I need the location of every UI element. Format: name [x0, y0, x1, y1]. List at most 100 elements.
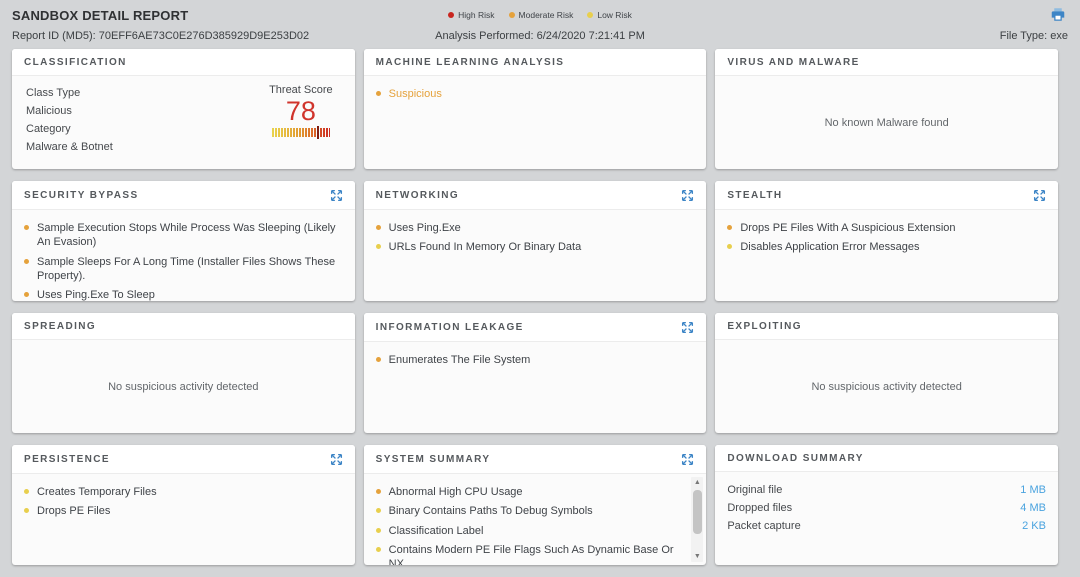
list-item: Sample Execution Stops While Process Was… [24, 221, 343, 250]
empty-message: No known Malware found [824, 116, 949, 129]
file-type: File Type: exe [999, 30, 1068, 42]
analysis-performed: Analysis Performed: 6/24/2020 7:21:41 PM [435, 30, 645, 42]
card-title: SPREADING [24, 321, 97, 332]
threat-score-value: 78 [285, 96, 316, 126]
empty-message: No suspicious activity detected [811, 380, 962, 393]
card-title: PERSISTENCE [24, 454, 110, 465]
card-classification: CLASSIFICATION Class Type Malicious Cate… [12, 49, 355, 169]
card-header: STEALTH [715, 181, 1058, 210]
risk-dot [375, 244, 381, 250]
card-body: Sample Execution Stops While Process Was… [12, 210, 355, 301]
risk-dot [375, 357, 381, 362]
list-item: Abnormal High CPU Usage [375, 485, 683, 499]
finding-text: Creates Temporary Files [37, 486, 157, 498]
finding-text: Binary Contains Paths To Debug Symbols [388, 505, 593, 518]
category-value: Malware & Botnet [26, 141, 113, 154]
finding-text: Classification Label [388, 524, 484, 537]
expand-icon[interactable] [681, 453, 694, 466]
list-item: Classification Label [375, 524, 683, 538]
list-item: Sample Sleeps For A Long Time (Installer… [24, 255, 343, 284]
card-virus-malware: VIRUS AND MALWARE No known Malware found [715, 49, 1058, 169]
risk-dot [375, 546, 381, 552]
report-grid: CLASSIFICATION Class Type Malicious Cate… [0, 42, 1080, 577]
risk-dot [727, 244, 733, 250]
risk-dot [375, 527, 381, 533]
card-title: VIRUS AND MALWARE [727, 57, 860, 68]
card-information-leakage: INFORMATION LEAKAGE Enumerates The File … [363, 313, 707, 433]
finding-text: Suspicious [388, 88, 442, 100]
list-item: Creates Temporary Files [24, 485, 343, 499]
expand-icon[interactable] [330, 189, 343, 202]
legend-item-low: Low Risk [587, 10, 632, 20]
card-spreading: SPREADING No suspicious activity detecte… [12, 313, 355, 433]
finding-text: Contains Modern PE File Flags Such As Dy… [388, 543, 674, 565]
scrollbar-thumb[interactable] [692, 490, 702, 534]
legend-item-moderate: Moderate Risk [508, 10, 574, 20]
card-header: DOWNLOAD SUMMARY [715, 445, 1058, 472]
card-networking: NETWORKING Uses Ping.Exe URLs Found In M… [363, 181, 707, 301]
card-title: INFORMATION LEAKAGE [375, 322, 524, 333]
expand-icon[interactable] [1033, 189, 1046, 202]
card-header: SPREADING [12, 313, 355, 340]
download-size-link[interactable]: 2 KB [1022, 520, 1046, 532]
card-title: SYSTEM SUMMARY [375, 454, 491, 465]
card-body: No known Malware found [715, 76, 1058, 169]
list-item: Disables Application Error Messages [727, 240, 1046, 254]
threat-score-label: Threat Score [269, 84, 333, 96]
list-item: URLs Found In Memory Or Binary Data [375, 240, 695, 254]
classification-fields: Class Type Malicious Category Malware & … [26, 84, 113, 161]
download-size-link[interactable]: 4 MB [1020, 502, 1046, 514]
card-body: Abnormal High CPU Usage Binary Contains … [364, 474, 707, 565]
finding-text: Disables Application Error Messages [740, 241, 920, 254]
scroll-up-arrow[interactable]: ▲ [693, 479, 701, 486]
card-header: MACHINE LEARNING ANALYSIS [363, 49, 707, 76]
scrollbar[interactable]: ▲ ▼ [691, 477, 704, 562]
finding-text: Drops PE Files With A Suspicious Extensi… [740, 222, 956, 234]
card-title: NETWORKING [375, 190, 460, 201]
high-risk-dot [448, 12, 455, 18]
card-header: SECURITY BYPASS [12, 181, 355, 210]
risk-dot [24, 489, 29, 494]
threat-score-block: Threat Score 78 [269, 84, 341, 161]
card-stealth: STEALTH Drops PE Files With A Suspicious… [715, 181, 1058, 301]
expand-icon[interactable] [681, 321, 694, 334]
finding-text: URLs Found In Memory Or Binary Data [388, 241, 582, 254]
card-header: CLASSIFICATION [12, 49, 355, 76]
legend-label: High Risk [458, 10, 495, 20]
card-title: CLASSIFICATION [24, 57, 127, 68]
risk-dot [375, 508, 381, 514]
header-row-1: SANDBOX DETAIL REPORT High Risk Moderate… [12, 7, 1068, 23]
list-item: Uses Ping.Exe [375, 221, 695, 235]
card-title: DOWNLOAD SUMMARY [727, 453, 864, 464]
class-type-label: Class Type [26, 87, 81, 99]
list-item: Enumerates The File System [375, 353, 695, 367]
risk-dot [727, 225, 733, 230]
list-item: Suspicious [375, 87, 695, 101]
download-size-link[interactable]: 1 MB [1020, 484, 1046, 496]
expand-icon[interactable] [681, 189, 694, 202]
card-body: Suspicious [364, 76, 707, 169]
scroll-down-arrow[interactable]: ▼ [693, 553, 701, 560]
print-button[interactable] [1050, 7, 1068, 23]
expand-icon[interactable] [330, 453, 343, 466]
page-title: SANDBOX DETAIL REPORT [12, 7, 189, 23]
report-id: Report ID (MD5): 70EFF6AE73C0E276D385929… [12, 30, 310, 42]
card-body: No suspicious activity detected [12, 340, 355, 433]
low-risk-dot [587, 12, 594, 18]
card-header: SYSTEM SUMMARY [363, 445, 707, 474]
card-body: Class Type Malicious Category Malware & … [12, 76, 355, 169]
card-body: Enumerates The File System [364, 342, 707, 433]
risk-dot [375, 225, 381, 230]
risk-legend: High Risk Moderate Risk Low Risk [448, 10, 632, 20]
list-item: Drops PE Files With A Suspicious Extensi… [727, 221, 1046, 235]
card-title: EXPLOITING [727, 321, 802, 332]
header-row-2: Report ID (MD5): 70EFF6AE73C0E276D385929… [12, 30, 1068, 42]
empty-message: No suspicious activity detected [108, 380, 259, 393]
risk-dot [375, 489, 381, 494]
finding-text: Sample Execution Stops While Process Was… [37, 222, 336, 249]
card-body: Creates Temporary Files Drops PE Files [12, 474, 355, 565]
legend-label: Moderate Risk [518, 10, 574, 20]
risk-dot [24, 225, 29, 230]
card-header: VIRUS AND MALWARE [715, 49, 1058, 76]
card-persistence: PERSISTENCE Creates Temporary Files Drop… [12, 445, 355, 565]
